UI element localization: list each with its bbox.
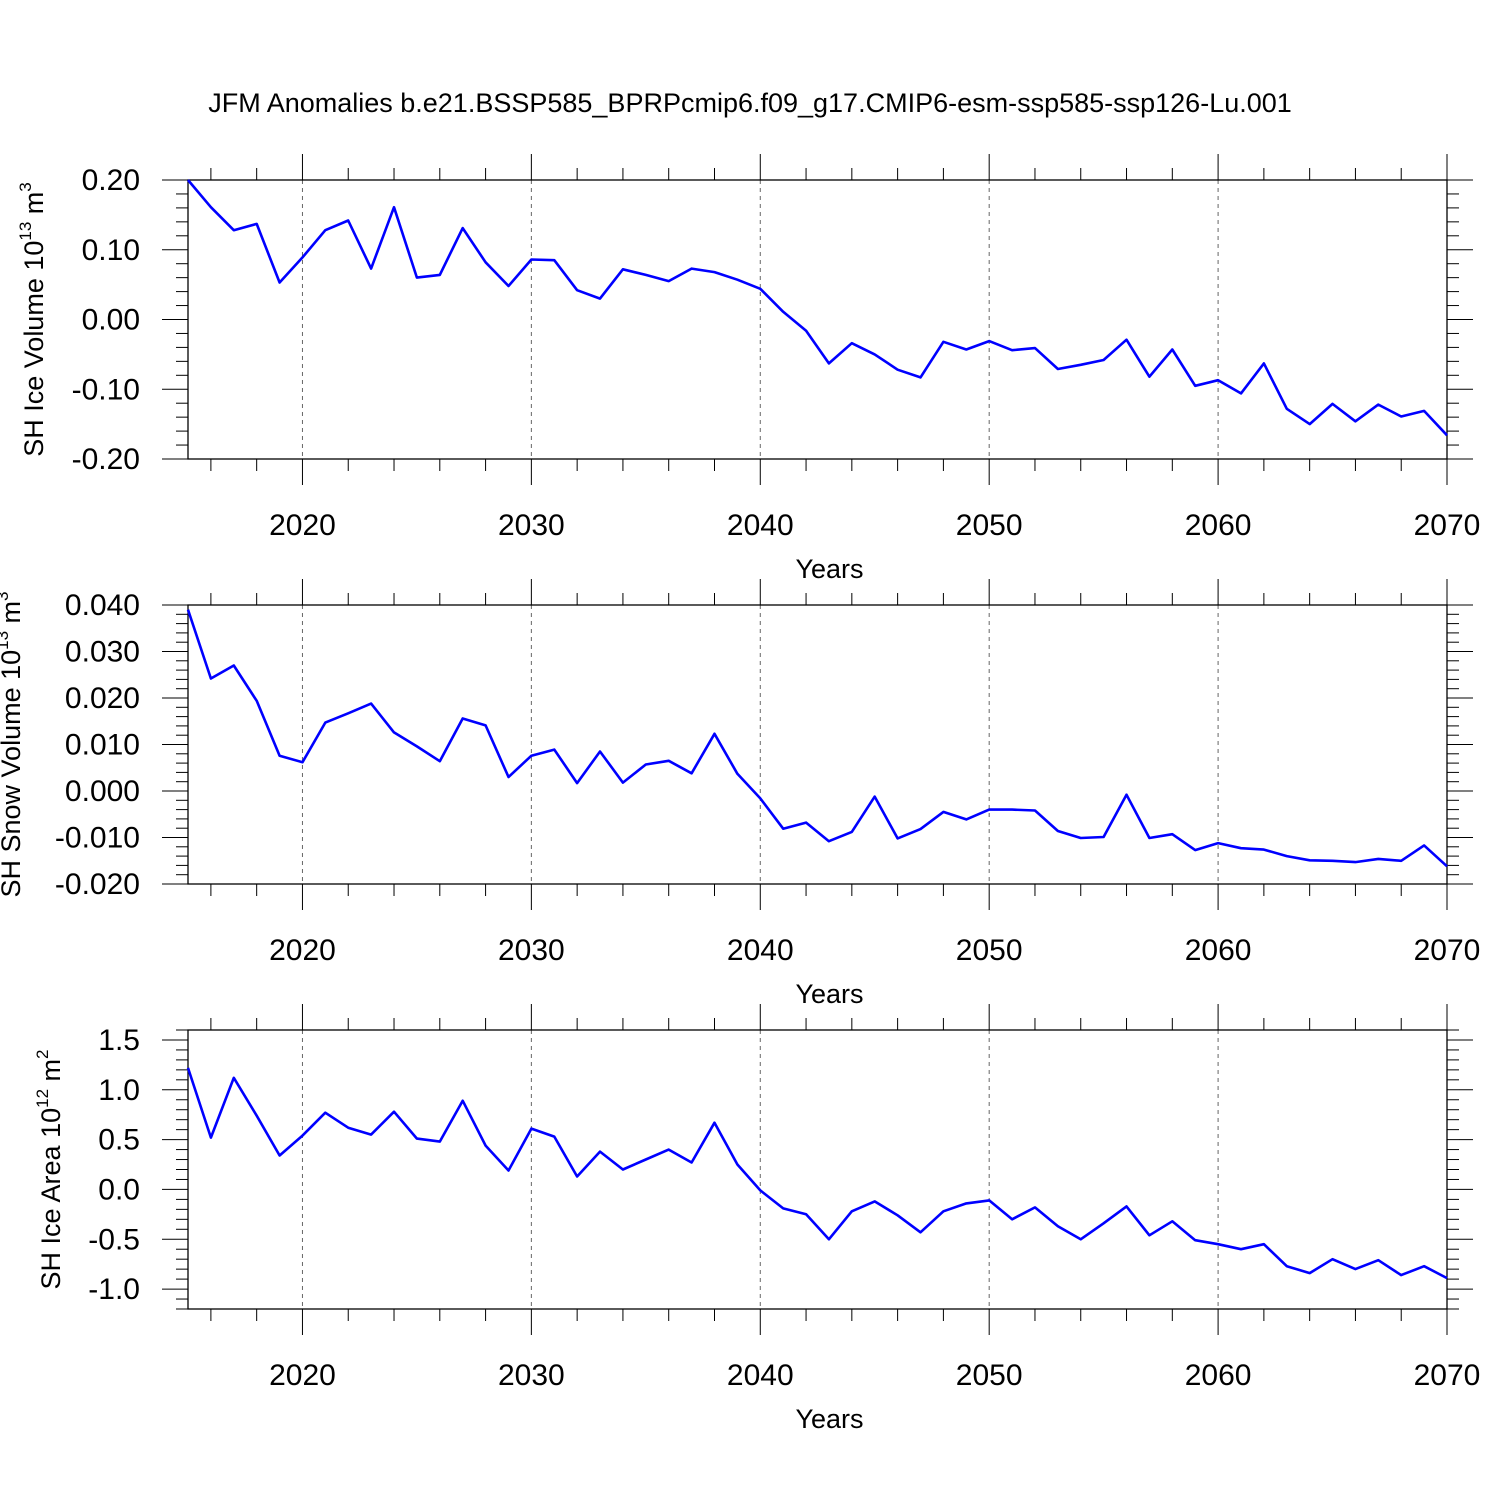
- series-line: [186, 609, 1448, 868]
- x-tick-label: 2050: [956, 934, 1023, 967]
- y-axis-label-unit-exponent: 3: [0, 591, 12, 600]
- x-tick-label: 2070: [1414, 934, 1481, 967]
- y-tick-label: -0.20: [72, 443, 140, 476]
- y-axis-label-unit-exponent: 3: [16, 182, 35, 191]
- y-tick-label: -0.010: [55, 822, 140, 855]
- y-tick-label: 0.020: [65, 682, 140, 715]
- y-tick-label: 1.0: [98, 1074, 140, 1107]
- y-tick-label: -0.5: [88, 1223, 140, 1256]
- x-tick-label: 2030: [498, 934, 565, 967]
- series-line: [186, 1067, 1448, 1280]
- x-tick-label: 2040: [727, 509, 794, 542]
- x-tick-label: 2030: [498, 1359, 565, 1392]
- plot-frame: [187, 1029, 1448, 1310]
- x-tick-label: 2060: [1185, 934, 1252, 967]
- y-axis-label: SH Snow Volume 1013 m3: [0, 591, 26, 897]
- y-tick-label: 0.00: [82, 304, 140, 337]
- y-tick-label: 0.10: [82, 234, 140, 267]
- y-axis-label-unit-exponent: 2: [33, 1050, 52, 1059]
- series-line: [187, 179, 1448, 437]
- x-tick-label: 2070: [1414, 509, 1481, 542]
- x-tick-label: 2030: [498, 509, 565, 542]
- y-tick-label: -0.10: [72, 373, 140, 406]
- chart-panel-2: -0.020 -0.010 0.000 0.010 0.020 0.030 0.040 202…: [0, 579, 1480, 1009]
- y-axis-label-text: SH Snow Volume 10: [0, 650, 26, 898]
- x-axis-label: Years: [795, 554, 863, 584]
- x-tick-label: 2040: [727, 934, 794, 967]
- y-axis-label-exponent: 13: [16, 222, 35, 241]
- chart-panel-3: -1.0 -0.5 0.0 0.5 1.0 1.5 2020 2030 2040 2050 2060…: [33, 1004, 1480, 1434]
- y-axis-label: SH Ice Area 1012 m2: [33, 1050, 66, 1290]
- y-axis-label-exponent: 12: [33, 1089, 52, 1108]
- x-tick-label: 2060: [1185, 509, 1252, 542]
- y-axis-label-unit: m: [19, 192, 49, 222]
- y-axis-label-unit: m: [36, 1059, 66, 1089]
- y-tick-label: 0.000: [65, 775, 140, 808]
- x-tick-label: 2020: [269, 509, 336, 542]
- plot-frame: [187, 604, 1448, 885]
- y-axis-label-exponent: 13: [0, 631, 12, 650]
- y-tick-label: 0.5: [98, 1124, 140, 1157]
- y-tick-label: -1.0: [88, 1273, 140, 1306]
- x-tick-label: 2040: [727, 1359, 794, 1392]
- x-axis-label: Years: [795, 979, 863, 1009]
- y-tick-label: 0.0: [98, 1173, 140, 1206]
- chart-panel-1: -0.20 -0.10 0.00 0.10 0.20 2020 2030 2040 2050 20…: [16, 154, 1480, 584]
- x-axis-label: Years: [795, 1404, 863, 1434]
- y-tick-label: 0.010: [65, 729, 140, 762]
- y-axis-label-text: SH Ice Area 10: [36, 1108, 66, 1290]
- y-tick-label: 0.20: [82, 164, 140, 197]
- x-tick-label: 2060: [1185, 1359, 1252, 1392]
- y-axis-label-text: SH Ice Volume 10: [19, 241, 49, 457]
- y-tick-label: 1.5: [98, 1024, 140, 1057]
- x-tick-label: 2050: [956, 1359, 1023, 1392]
- plot-frame: [187, 179, 1448, 460]
- x-tick-label: 2020: [269, 934, 336, 967]
- x-tick-label: 2050: [956, 509, 1023, 542]
- y-axis-label: SH Ice Volume 1013 m3: [16, 182, 49, 457]
- y-tick-label: 0.030: [65, 636, 140, 669]
- y-tick-label: -0.020: [55, 868, 140, 901]
- page-title: JFM Anomalies b.e21.BSSP585_BPRPcmip6.f0…: [208, 88, 1292, 118]
- y-axis-label-unit: m: [0, 601, 26, 631]
- x-tick-label: 2020: [269, 1359, 336, 1392]
- y-tick-label: 0.040: [65, 589, 140, 622]
- x-tick-label: 2070: [1414, 1359, 1481, 1392]
